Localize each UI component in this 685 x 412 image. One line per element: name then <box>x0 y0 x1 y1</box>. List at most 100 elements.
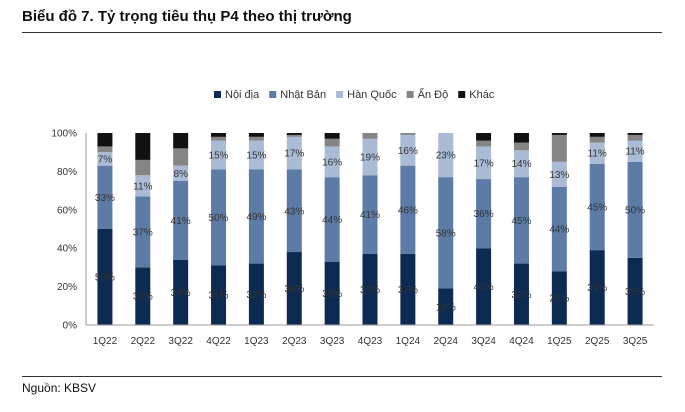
bar-segment <box>97 146 113 153</box>
bar-segment <box>551 133 567 135</box>
bar-segment <box>97 229 113 325</box>
bar-segment <box>286 136 302 170</box>
data-label: 8% <box>173 169 188 180</box>
data-label: 11% <box>588 149 607 160</box>
x-tick-label: 4Q24 <box>509 336 534 347</box>
bar-area: 50% 33% 7% 30% 37% 11% 34% 41% 8% 31% 50% 15% 32% 49%… <box>95 133 645 325</box>
bar-segment <box>286 169 302 253</box>
x-tick-label: 2Q25 <box>585 336 610 347</box>
bar-segment <box>551 186 567 272</box>
x-tick-label: 1Q23 <box>244 336 269 347</box>
data-label: 33% <box>95 193 115 204</box>
bar-segment <box>324 177 340 262</box>
bar-segment <box>248 140 264 170</box>
bar-segment <box>627 133 643 135</box>
data-label: 17% <box>474 158 494 169</box>
legend-label: Nhật Bản <box>280 89 326 101</box>
y-tick-label: 20% <box>57 282 77 293</box>
x-tick-label: 3Q23 <box>320 336 345 347</box>
y-tick-label: 40% <box>57 244 77 255</box>
bar-segment <box>324 138 340 147</box>
data-label: 41% <box>171 216 191 227</box>
bar-segment <box>438 177 454 289</box>
x-tick-label: 2Q22 <box>131 336 156 347</box>
bar-segment <box>97 165 113 229</box>
x-tick-label: 3Q24 <box>471 336 496 347</box>
bar-segment <box>400 253 416 325</box>
bar-segment <box>513 142 529 151</box>
bar-segment <box>97 152 113 166</box>
bar-segment <box>211 136 227 141</box>
x-tick-label: 2Q24 <box>433 336 458 347</box>
y-tick-label: 100% <box>51 129 77 140</box>
data-label: 32% <box>511 290 531 301</box>
data-label: 43% <box>284 206 304 217</box>
bar-segment <box>248 136 264 141</box>
bar-segment <box>135 196 151 268</box>
data-label: 30% <box>133 292 153 303</box>
bar-segment <box>362 138 378 176</box>
data-label: 13% <box>549 170 569 181</box>
data-label: 19% <box>360 153 380 164</box>
bar-segment <box>173 148 189 166</box>
bar-segment <box>286 133 302 135</box>
bar-segment <box>513 150 529 178</box>
data-label: 37% <box>360 285 380 296</box>
data-label: 39% <box>587 283 607 294</box>
bar-segment <box>173 259 189 325</box>
bar-segment <box>173 133 189 149</box>
bar-segment <box>476 133 492 141</box>
x-tick-label: 1Q24 <box>396 336 421 347</box>
bar-segment <box>135 159 151 176</box>
data-label: 17% <box>284 149 304 160</box>
bar-segment <box>248 133 264 137</box>
bar-segment <box>362 253 378 325</box>
bar-segment <box>476 179 492 249</box>
legend-label: Ấn Độ <box>418 88 449 101</box>
bar-segment <box>248 169 264 264</box>
bar-segment <box>627 134 643 141</box>
data-label: 36% <box>474 209 494 220</box>
bar-segment <box>248 263 264 325</box>
bar-segment <box>627 257 643 325</box>
data-label: 50% <box>209 213 229 224</box>
x-tick-label: 4Q22 <box>206 336 231 347</box>
data-label: 35% <box>625 287 645 298</box>
data-label: 45% <box>511 216 531 227</box>
legend-swatch <box>336 91 344 98</box>
bar-segment <box>324 261 340 325</box>
bar-segment <box>173 181 189 260</box>
y-tick-label: 0% <box>63 321 78 332</box>
bar-segment <box>286 252 302 325</box>
data-label: 28% <box>549 294 569 305</box>
bar-segment <box>438 288 454 325</box>
data-label: 45% <box>587 202 607 213</box>
chart-title: Biểu đồ 7. Tỷ trọng tiêu thụ P4 theo thị… <box>22 8 352 25</box>
bar-segment <box>286 134 302 137</box>
bar-segment <box>135 175 151 197</box>
legend-swatch <box>458 91 466 98</box>
legend-swatch <box>269 91 277 98</box>
bar-segment <box>400 133 416 135</box>
data-label: 40% <box>474 282 494 293</box>
data-label: 44% <box>549 225 569 236</box>
x-tick-label: 1Q22 <box>93 336 118 347</box>
bar-segment <box>513 263 529 325</box>
data-label: 32% <box>246 290 266 301</box>
source-note: Nguồn: KBSV <box>22 381 97 395</box>
bar-segment <box>438 133 454 178</box>
x-tick-label: 4Q23 <box>358 336 383 347</box>
bar-segment <box>589 250 605 325</box>
bar-segment <box>476 140 492 147</box>
data-label: 16% <box>322 157 342 168</box>
data-label: 46% <box>398 205 418 216</box>
x-axis: 1Q22 2Q22 3Q22 4Q22 1Q23 2Q23 3Q23 4Q23 1Q24 2Q24… <box>86 324 654 347</box>
bar-segment <box>513 133 529 143</box>
chart-legend: Nội địa Nhật Bản Hàn Quốc Ấn Độ Khác <box>214 88 495 101</box>
bar-segment <box>589 142 605 164</box>
x-tick-label: 1Q25 <box>547 336 572 347</box>
bar-segment <box>476 146 492 180</box>
legend-label: Nội địa <box>225 89 260 101</box>
bar-segment <box>97 133 113 147</box>
